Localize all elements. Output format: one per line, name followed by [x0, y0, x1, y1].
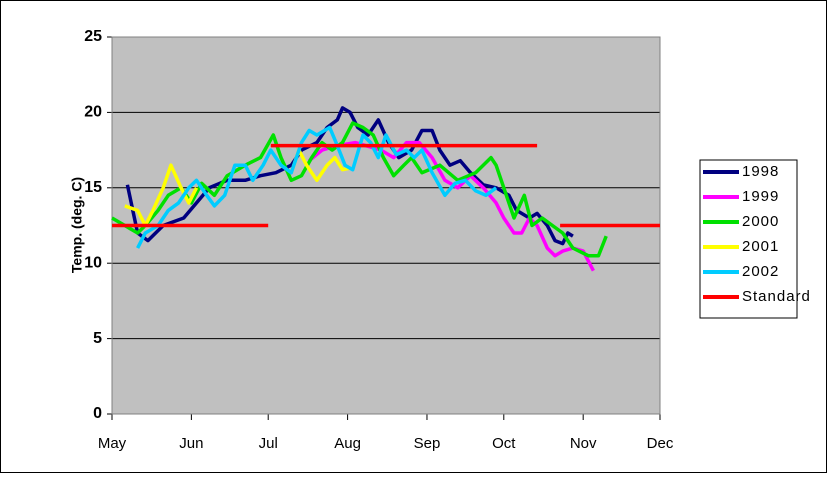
x-tick-label: Jul: [259, 435, 278, 452]
legend-label: 2002: [742, 263, 779, 280]
series-line: [136, 125, 498, 249]
y-tick-label: 10: [84, 254, 102, 271]
y-tick-label: 5: [93, 330, 102, 347]
y-tick-label: 25: [84, 28, 102, 45]
x-tick-label: Oct: [492, 435, 516, 452]
x-tick-label: Jun: [179, 435, 203, 452]
series-line: [124, 148, 351, 228]
legend-label: 2000: [742, 213, 779, 230]
series-line: [111, 121, 608, 258]
x-tick-label: Sep: [414, 435, 441, 452]
y-tick-label: 0: [93, 405, 102, 422]
legend-box: [699, 159, 798, 319]
y-tick-label: 15: [84, 179, 102, 196]
series-line: [112, 143, 660, 228]
x-tick-label: Aug: [334, 435, 361, 452]
legend-label: 2001: [742, 238, 779, 255]
legend-label: 1999: [742, 188, 779, 205]
x-tick-label: May: [98, 435, 127, 452]
legend-label: Standard: [742, 288, 811, 305]
legend-label: 1998: [742, 163, 779, 180]
y-tick-label: 20: [84, 104, 102, 121]
x-tick-label: Dec: [647, 435, 674, 452]
x-tick-label: Nov: [570, 435, 597, 452]
y-axis-label: Temp. (deg. C): [69, 177, 85, 273]
